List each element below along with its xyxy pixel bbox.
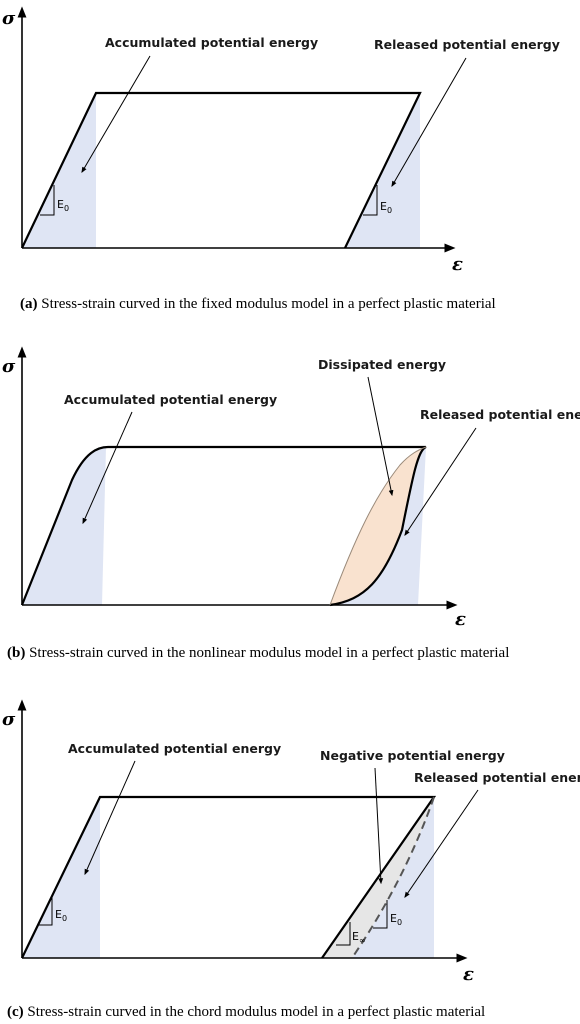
panel-a: σ ε E0 E0 Accumulated potential energy R… [2, 6, 560, 312]
accumulated-pointer-b [82, 411, 133, 525]
caption-b: (b) Stress-strain curved in the nonlinea… [7, 645, 509, 661]
released-pointer-b [404, 427, 477, 536]
modulus-label-chord-c: E∞ [352, 930, 366, 945]
stress-symbol-c: σ [2, 709, 16, 730]
modulus-triangle-chord-c [336, 922, 351, 946]
caption-c: (c) Stress-strain curved in the chord mo… [7, 1004, 485, 1020]
dissipated-pointer-b [367, 376, 394, 497]
strain-symbol-b: ε [455, 609, 466, 630]
strain-symbol-c: ε [463, 964, 474, 985]
released-energy-label-a: Released potential energy [374, 37, 560, 52]
negative-pointer-c [374, 767, 384, 885]
released-energy-label-c: Released potential energy [414, 770, 580, 785]
modulus-label-right-c: E0 [390, 912, 402, 927]
strain-symbol-a: ε [452, 254, 463, 275]
stress-strain-curve-c [21, 795, 437, 959]
accumulated-energy-label-a: Accumulated potential energy [105, 35, 318, 50]
released-energy-label-b: Released potential energy [420, 407, 580, 422]
released-pointer-c [404, 789, 479, 898]
dissipated-energy-area-b [330, 447, 426, 605]
dissipated-boundary-b [329, 446, 427, 606]
modulus-label-left-a: E0 [57, 198, 69, 213]
modulus-triangle-left-c [38, 895, 53, 926]
modulus-triangle-left-a [40, 185, 55, 216]
negative-energy-label-c: Negative potential energy [320, 748, 505, 763]
panel-c: σ ε E0 E∞ E0 Accumulated potential energ… [2, 699, 580, 1020]
accumulated-pointer-c [84, 760, 136, 876]
dissipated-energy-label-b: Dissipated energy [318, 357, 446, 372]
stress-strain-curve-b [20, 445, 427, 607]
stress-strain-curve-a [21, 91, 422, 249]
modulus-label-left-c: E0 [55, 908, 67, 923]
accumulated-energy-area-b [22, 447, 106, 605]
modulus-label-right-a: E0 [380, 200, 392, 215]
released-energy-area-c [352, 797, 434, 958]
modulus-triangle-right-c [373, 900, 388, 929]
panel-b: σ ε Dissipated energy Accumulated potent… [2, 346, 580, 661]
accumulated-energy-label-c: Accumulated potential energy [68, 741, 281, 756]
released-energy-area-b [330, 447, 426, 605]
stress-symbol-b: σ [2, 356, 16, 377]
modulus-triangle-right-a [363, 185, 378, 216]
accumulated-pointer-a [81, 55, 151, 174]
released-pointer-a [391, 57, 467, 188]
nonlinear-unloading-dashed-c [351, 796, 435, 959]
caption-a: (a) Stress-strain curved in the fixed mo… [20, 296, 496, 312]
stress-symbol-a: σ [2, 8, 16, 29]
accumulated-energy-label-b: Accumulated potential energy [64, 392, 277, 407]
